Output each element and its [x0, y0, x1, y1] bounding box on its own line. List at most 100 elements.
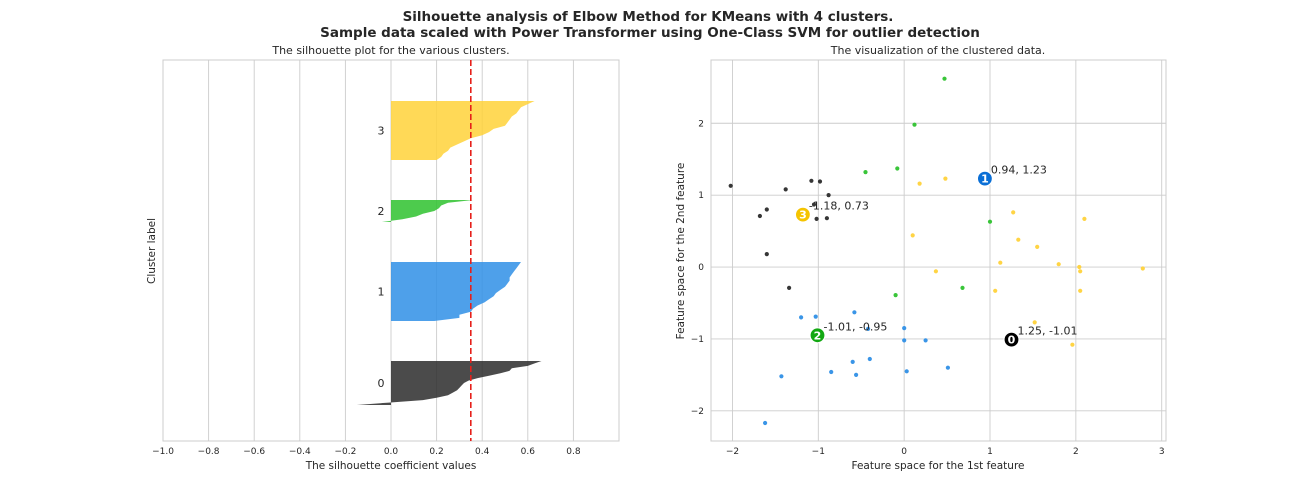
- silhouette-x-tick: 0.4: [475, 447, 490, 457]
- data-point-cluster-3: [910, 233, 915, 238]
- data-point-cluster-2: [942, 76, 947, 81]
- silhouette-cluster-label: 1: [378, 286, 385, 299]
- cluster-center-0-number: 0: [1008, 334, 1016, 347]
- silhouette-x-tick: −0.8: [198, 447, 220, 457]
- data-point-cluster-0: [757, 213, 763, 219]
- silhouette-cluster-label: 0: [378, 377, 385, 390]
- silhouette-x-tick: 0.2: [429, 447, 443, 457]
- silhouette-cluster-label: 3: [378, 125, 385, 138]
- scatter-x-tick: −1: [812, 447, 825, 457]
- scatter-x-tick: 3: [1159, 447, 1165, 457]
- cluster-center-0-marker: [1003, 331, 1020, 348]
- silhouette-x-tick: −1.0: [152, 447, 174, 457]
- data-point-cluster-3: [993, 288, 998, 293]
- silhouette-band-cluster-0: [356, 361, 542, 405]
- silhouette-plot: 0 1 2 3 −1.0 −0.8 −0.6 −0.4 −0.2 0.0 0.2 0.4 0.6 0.8…: [146, 44, 620, 472]
- cluster-center-3-number: 3: [799, 209, 807, 222]
- data-point-cluster-1: [813, 314, 818, 319]
- data-point-cluster-1: [850, 359, 855, 364]
- data-point-cluster-3: [1032, 320, 1037, 325]
- data-point-cluster-0: [809, 178, 814, 183]
- data-point-cluster-3: [1070, 342, 1075, 347]
- data-point-cluster-1: [945, 365, 951, 370]
- data-point-cluster-2: [987, 219, 993, 224]
- data-point-cluster-1: [902, 326, 907, 331]
- cluster-center-2-marker: [809, 327, 826, 344]
- data-point-cluster-1: [852, 310, 857, 315]
- data-point-cluster-1: [902, 338, 907, 343]
- data-point-cluster-3: [933, 269, 939, 274]
- scatter-points: [728, 76, 1145, 426]
- data-point-cluster-1: [763, 420, 768, 426]
- cluster-center-1-marker: [976, 170, 994, 187]
- data-point-cluster-2: [893, 293, 898, 298]
- data-point-cluster-0: [811, 202, 817, 207]
- silhouette-bands: [356, 101, 542, 405]
- data-point-cluster-0: [783, 187, 788, 192]
- scatter-y-axis-label: Feature space for the 2nd feature: [675, 163, 687, 340]
- silhouette-y-axis-label: Cluster label: [146, 218, 158, 284]
- data-point-cluster-3: [1140, 266, 1145, 271]
- data-point-cluster-1: [867, 356, 872, 362]
- data-point-cluster-3: [943, 176, 948, 181]
- cluster-center-2-number: 2: [814, 329, 822, 342]
- data-point-cluster-3: [1077, 264, 1082, 270]
- data-point-cluster-0: [764, 252, 769, 257]
- data-point-cluster-2: [912, 122, 917, 127]
- silhouette-x-axis-label: The silhouette coefficient values: [305, 460, 477, 472]
- data-point-cluster-0: [814, 216, 819, 221]
- data-point-cluster-3: [917, 181, 922, 186]
- scatter-x-axis-label: Feature space for the 1st feature: [851, 460, 1024, 472]
- data-point-cluster-3: [1082, 216, 1087, 221]
- data-point-cluster-3: [1078, 288, 1083, 293]
- cluster-center-1-coordinates: 0.94, 1.23: [991, 164, 1047, 177]
- silhouette-band-cluster-2: [381, 200, 474, 222]
- data-point-cluster-1: [866, 326, 871, 331]
- silhouette-x-tick: 0.6: [521, 447, 536, 457]
- cluster-centers: 01.25, -1.01 10.94, 1.23 2-1.01, -0.95 3-1.…: [794, 164, 1077, 348]
- silhouette-x-tick: −0.6: [243, 447, 265, 457]
- silhouette-band-cluster-3: [391, 101, 535, 160]
- cluster-center-3-marker: [794, 206, 812, 223]
- data-point-cluster-1: [854, 372, 859, 377]
- cluster-center-3-coordinates: -1.18, 0.73: [809, 200, 869, 213]
- data-point-cluster-1: [904, 369, 909, 374]
- scatter-y-tick: 0: [698, 263, 704, 273]
- scatter-plot-title: The visualization of the clustered data.: [830, 44, 1046, 57]
- scatter-x-tick: 1: [987, 447, 993, 457]
- data-point-cluster-0: [787, 285, 792, 290]
- scatter-y-tick: 1: [698, 191, 704, 201]
- data-point-cluster-1: [779, 374, 784, 379]
- silhouette-x-tick: 0.0: [384, 447, 399, 457]
- data-point-cluster-3: [1011, 210, 1016, 215]
- data-point-cluster-3: [1056, 262, 1061, 267]
- data-point-cluster-3: [1078, 269, 1083, 274]
- data-point-cluster-2: [960, 285, 965, 290]
- scatter-gridlines: [711, 60, 1166, 441]
- silhouette-x-tick: −0.4: [289, 447, 311, 457]
- silhouette-x-ticks: −1.0 −0.8 −0.6 −0.4 −0.2 0.0 0.2 0.4 0.6 0.8: [152, 447, 581, 457]
- silhouette-x-tick: 0.8: [566, 447, 581, 457]
- data-point-cluster-2: [895, 166, 900, 171]
- figure-title-line-1: Silhouette analysis of Elbow Method for …: [403, 9, 894, 25]
- cluster-center-2-coordinates: -1.01, -0.95: [824, 320, 888, 333]
- data-point-cluster-1: [799, 315, 804, 320]
- silhouette-cluster-label: 2: [378, 205, 385, 218]
- scatter-x-tick: −2: [726, 447, 739, 457]
- silhouette-cluster-labels: 0 1 2 3: [378, 125, 385, 391]
- scatter-x-tick: 2: [1073, 447, 1079, 457]
- cluster-center-1-number: 1: [981, 173, 989, 186]
- data-point-cluster-0: [817, 179, 823, 184]
- data-point-cluster-0: [764, 207, 769, 212]
- silhouette-band-cluster-1: [391, 262, 521, 321]
- data-point-cluster-3: [1016, 237, 1021, 242]
- data-point-cluster-0: [728, 183, 733, 188]
- data-point-cluster-1: [829, 369, 834, 375]
- scatter-plot-area: [710, 59, 1167, 442]
- scatter-ticks: −2 −1 0 1 2 3 −2 −1 0 1 2: [691, 119, 1165, 457]
- data-point-cluster-0: [824, 216, 830, 221]
- scatter-y-tick: 2: [698, 119, 704, 129]
- silhouette-plot-title: The silhouette plot for the various clus…: [271, 44, 509, 57]
- data-point-cluster-1: [923, 338, 928, 343]
